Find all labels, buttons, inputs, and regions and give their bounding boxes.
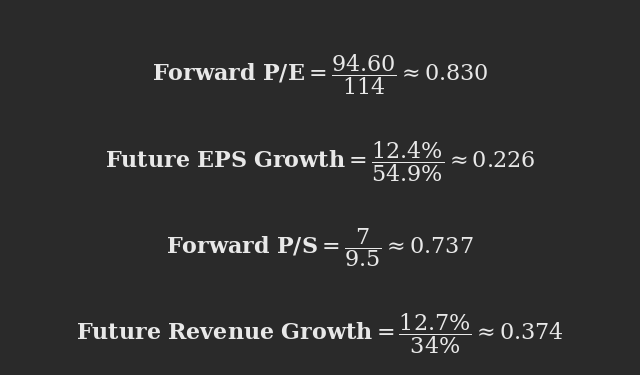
Text: $\mathbf{Forward\ P/S} = \dfrac{7}{9.5} \approx 0.737$: $\mathbf{Forward\ P/S} = \dfrac{7}{9.5} … xyxy=(166,226,474,269)
Text: $\mathbf{Future\ Revenue\ Growth} = \dfrac{12.7\%}{34\%} \approx 0.374$: $\mathbf{Future\ Revenue\ Growth} = \dfr… xyxy=(76,311,564,356)
Text: $\mathbf{Future\ EPS\ Growth} = \dfrac{12.4\%}{54.9\%} \approx 0.226$: $\mathbf{Future\ EPS\ Growth} = \dfrac{1… xyxy=(105,139,535,184)
Text: $\mathbf{Forward\ P/E} = \dfrac{94.60}{114} \approx 0.830$: $\mathbf{Forward\ P/E} = \dfrac{94.60}{1… xyxy=(152,53,488,98)
